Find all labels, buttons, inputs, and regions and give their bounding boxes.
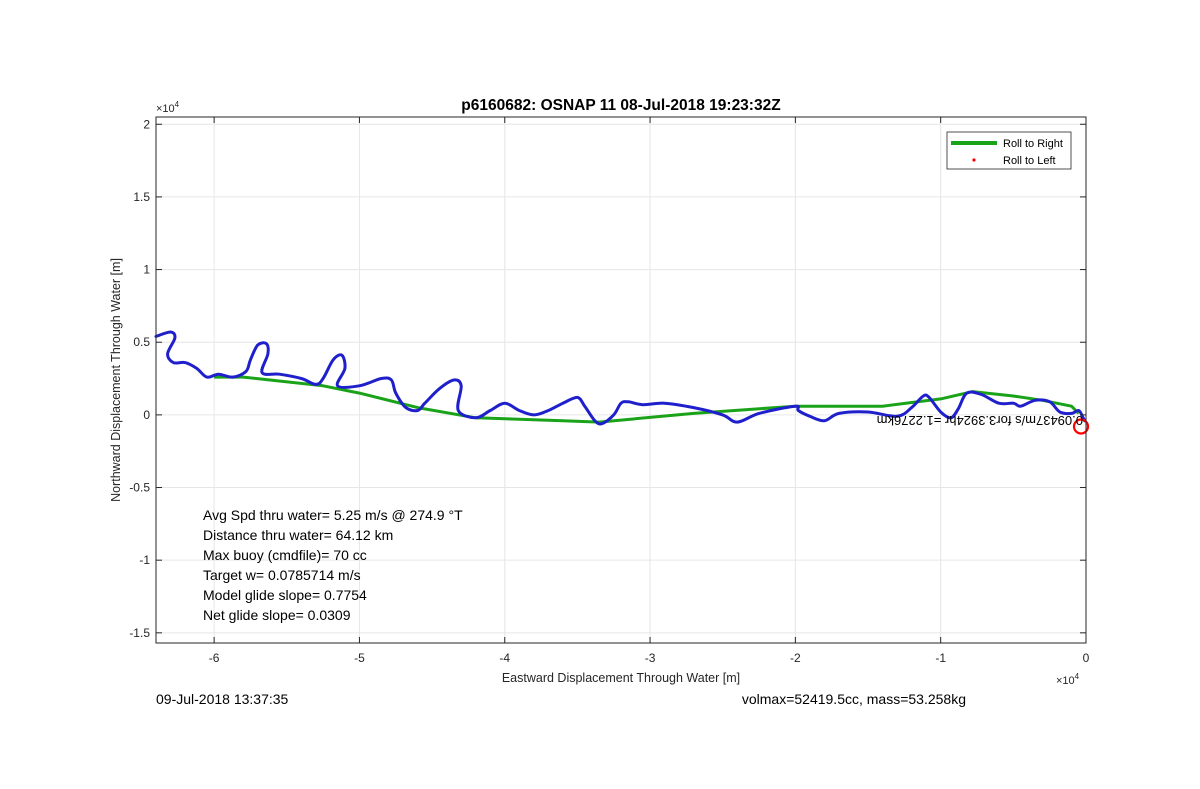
- grid: [156, 117, 1087, 643]
- footer-volmax-mass: volmax=52419.5cc, mass=53.258kg: [742, 691, 966, 707]
- ticks: -6 -5 -4 -3 -2 -1 0 -1.5 -1 -0.5 0 0.5 1 1.5 2: [129, 117, 1090, 665]
- end-position-marker: [1072, 418, 1090, 435]
- legend-label-roll-right: Roll to Right: [1003, 138, 1063, 150]
- stat-target-w: Target w= 0.0785714 m/s: [203, 567, 361, 583]
- stat-distance: Distance thru water= 64.12 km: [203, 527, 393, 543]
- series-line-trajectory: [154, 330, 1086, 426]
- x-tick-label: -3: [645, 651, 656, 665]
- flipped-drift-annotation: 0.09437m/s for3.3924hr =1.2276km: [877, 413, 1083, 428]
- x-exponent-label: ×104: [1056, 672, 1080, 687]
- stat-avg-speed: Avg Spd thru water= 5.25 m/s @ 274.9 °T: [203, 507, 463, 523]
- legend-box: [946, 131, 1072, 170]
- series-layer: [154, 330, 1090, 435]
- y-tick-label: -1: [139, 553, 150, 567]
- x-tick-label: -6: [209, 651, 220, 665]
- y-tick-label: 2: [143, 117, 150, 131]
- stat-net-glide: Net glide slope= 0.0309: [203, 607, 351, 623]
- x-tick-label: -1: [935, 651, 946, 665]
- y-tick-label: 1.5: [133, 190, 150, 204]
- y-axis-label: Northward Displacement Through Water [m]: [109, 258, 123, 502]
- y-exponent-label: ×104: [156, 100, 180, 115]
- x-tick-label: 0: [1083, 651, 1090, 665]
- x-tick-label: -4: [499, 651, 510, 665]
- plot-area: [156, 117, 1086, 643]
- stat-model-glide: Model glide slope= 0.7754: [203, 587, 367, 603]
- y-tick-label: 1: [143, 263, 150, 277]
- legend: Roll to Right Roll to Left: [946, 131, 1072, 170]
- y-tick-label: 0.5: [133, 335, 150, 349]
- y-tick-label: -0.5: [129, 481, 150, 495]
- legend-swatch-roll-left: [972, 158, 976, 162]
- stat-max-buoy: Max buoy (cmdfile)= 70 cc: [203, 547, 367, 563]
- x-tick-label: -2: [790, 651, 801, 665]
- y-tick-label: 0: [143, 408, 150, 422]
- series-line-roll-to-right: [214, 375, 1080, 424]
- x-axis-label: Eastward Displacement Through Water [m]: [502, 671, 740, 685]
- y-tick-label: -1.5: [129, 626, 150, 640]
- footer-timestamp: 09-Jul-2018 13:37:35: [156, 691, 289, 707]
- legend-label-roll-left: Roll to Left: [1003, 155, 1056, 167]
- axes-box: [155, 116, 1087, 644]
- chart-title: p6160682: OSNAP 11 08-Jul-2018 19:23:32Z: [461, 97, 781, 114]
- stats-block: Avg Spd thru water= 5.25 m/s @ 274.9 °T …: [203, 507, 463, 623]
- x-tick-label: -5: [354, 651, 365, 665]
